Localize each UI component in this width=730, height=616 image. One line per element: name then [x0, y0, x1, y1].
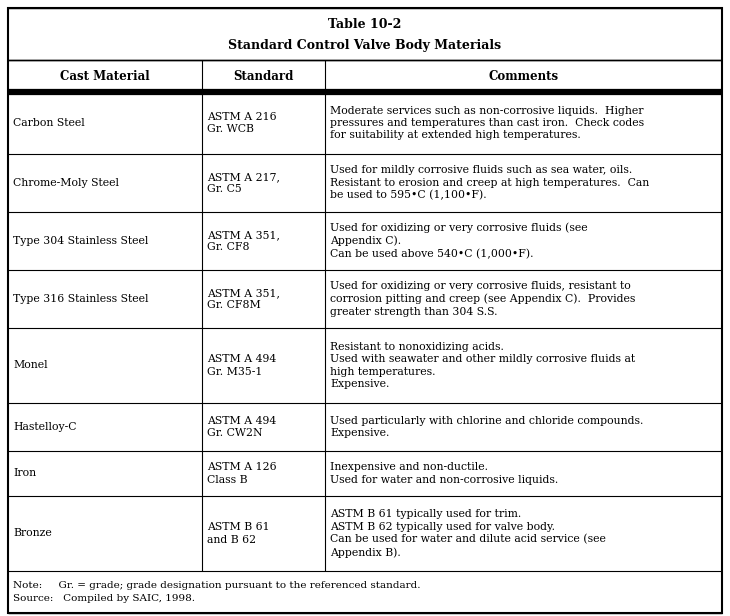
Text: ASTM A 126
Class B: ASTM A 126 Class B — [207, 462, 277, 485]
Text: Chrome-Moly Steel: Chrome-Moly Steel — [13, 178, 119, 188]
Text: ASTM A 351,
Gr. CF8: ASTM A 351, Gr. CF8 — [207, 230, 280, 252]
Text: Monel: Monel — [13, 360, 47, 370]
Text: Note:     Gr. = grade; grade designation pursuant to the referenced standard.
So: Note: Gr. = grade; grade designation pur… — [13, 581, 420, 603]
Text: Type 316 Stainless Steel: Type 316 Stainless Steel — [13, 294, 148, 304]
Text: Used for oxidizing or very corrosive fluids, resistant to
corrosion pitting and : Used for oxidizing or very corrosive flu… — [330, 282, 635, 317]
Text: Comments: Comments — [488, 70, 558, 83]
Text: Bronze: Bronze — [13, 529, 52, 538]
Text: ASTM A 216
Gr. WCB: ASTM A 216 Gr. WCB — [207, 111, 277, 134]
Bar — [8, 8, 722, 60]
Text: ASTM A 217,
Gr. C5: ASTM A 217, Gr. C5 — [207, 172, 280, 194]
Text: Iron: Iron — [13, 469, 36, 479]
Text: Used for mildly corrosive fluids such as sea water, oils.
Resistant to erosion a: Used for mildly corrosive fluids such as… — [330, 165, 649, 201]
Text: Hastelloy-C: Hastelloy-C — [13, 422, 77, 432]
Text: ASTM A 351,
Gr. CF8M: ASTM A 351, Gr. CF8M — [207, 288, 280, 310]
Text: ASTM A 494
Gr. CW2N: ASTM A 494 Gr. CW2N — [207, 416, 277, 438]
Text: Used for oxidizing or very corrosive fluids (see
Appendix C).
Can be used above : Used for oxidizing or very corrosive flu… — [330, 223, 588, 259]
Text: Used particularly with chlorine and chloride compounds.
Expensive.: Used particularly with chlorine and chlo… — [330, 416, 643, 438]
Bar — [8, 60, 722, 92]
Text: ASTM B 61 typically used for trim.
ASTM B 62 typically used for valve body.
Can : ASTM B 61 typically used for trim. ASTM … — [330, 509, 606, 557]
Text: ASTM B 61
and B 62: ASTM B 61 and B 62 — [207, 522, 270, 545]
Text: Type 304 Stainless Steel: Type 304 Stainless Steel — [13, 236, 148, 246]
Text: Standard Control Valve Body Materials: Standard Control Valve Body Materials — [228, 39, 502, 52]
Text: Inexpensive and non-ductile.
Used for water and non-corrosive liquids.: Inexpensive and non-ductile. Used for wa… — [330, 462, 558, 485]
Text: Carbon Steel: Carbon Steel — [13, 118, 85, 128]
Text: Resistant to nonoxidizing acids.
Used with seawater and other mildly corrosive f: Resistant to nonoxidizing acids. Used wi… — [330, 342, 635, 389]
Text: Table 10-2: Table 10-2 — [328, 18, 402, 31]
Text: ASTM A 494
Gr. M35-1: ASTM A 494 Gr. M35-1 — [207, 354, 277, 377]
Text: Standard: Standard — [234, 70, 293, 83]
Text: Moderate services such as non-corrosive liquids.  Higher
pressures and temperatu: Moderate services such as non-corrosive … — [330, 105, 644, 140]
Text: Cast Material: Cast Material — [61, 70, 150, 83]
